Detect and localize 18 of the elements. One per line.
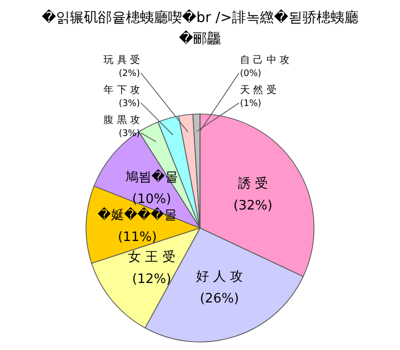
slice-label: 誘 受 (238, 176, 268, 192)
slice-label: 天 然 受 (240, 84, 276, 96)
slice-label: 年 下 攻 (104, 84, 140, 96)
data-label: (26%) (200, 292, 239, 307)
data-label: (1%) (240, 99, 262, 109)
data-label: (3%) (118, 99, 140, 109)
data-label: (12%) (132, 272, 172, 287)
data-label: (10%) (132, 192, 172, 208)
slice-label: 玩 具 受 (104, 54, 140, 66)
slice-label: 腹 黒 攻 (104, 114, 140, 126)
data-label: (11%) (118, 230, 157, 246)
category-label: 自 己 中 攻 (240, 55, 290, 66)
slice-label: 女 王 受 (128, 250, 176, 265)
data-label: (32%) (233, 198, 272, 214)
slice-label: 好 人 攻 (196, 270, 244, 285)
data-label: (2%) (118, 69, 140, 79)
text: (0%) (240, 69, 262, 79)
chart-title: �읽辗矶郤윹槵蛦廳喫�br />誹녹繺�됟骄槵蛦廳�郦龘 (42, 9, 358, 47)
